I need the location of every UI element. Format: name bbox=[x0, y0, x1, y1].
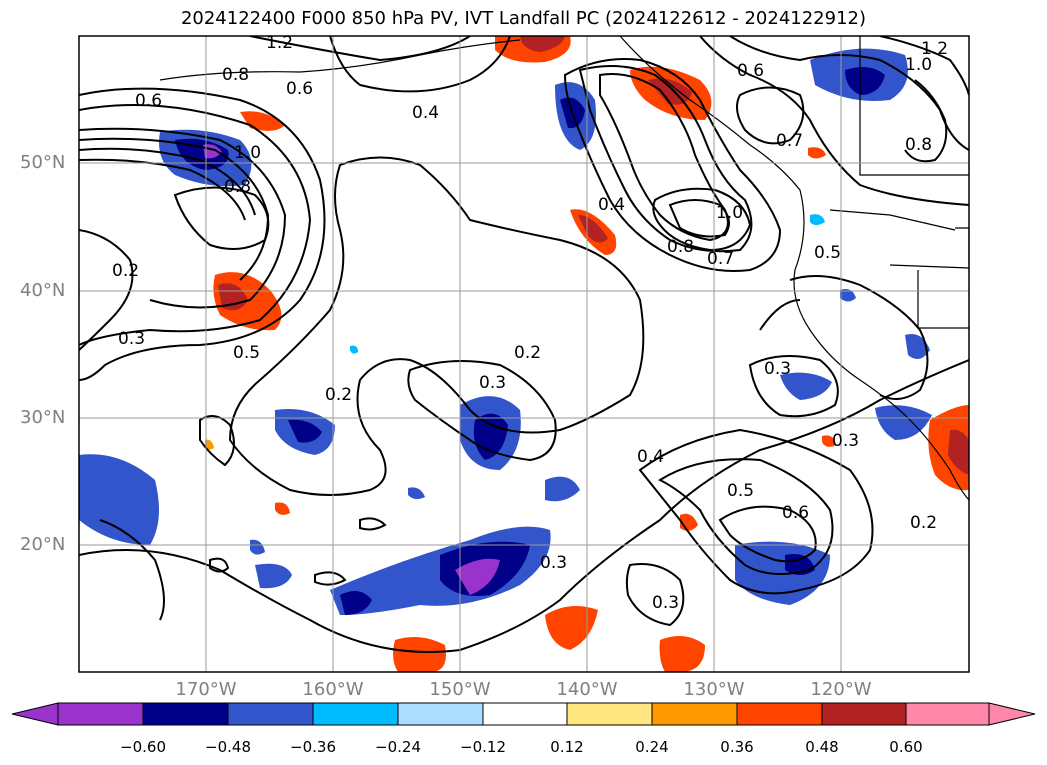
pv-contours bbox=[79, 36, 969, 653]
colorbar-tick-label: 0.60 bbox=[889, 738, 923, 756]
contour-label: 0.3 bbox=[118, 329, 145, 349]
lon-tick-label: 170°W bbox=[175, 679, 237, 700]
colorbar-segment bbox=[227, 702, 314, 726]
contour-label: 0.5 bbox=[233, 343, 260, 363]
colorbar-segment bbox=[821, 702, 907, 726]
colorbar-segment bbox=[651, 702, 738, 726]
contour-label: 0.4 bbox=[598, 195, 625, 215]
contour-label: 0.4 bbox=[412, 103, 439, 123]
contour-label: 0.2 bbox=[112, 261, 139, 281]
colorbar-tick-label: −0.60 bbox=[120, 738, 166, 756]
contour-label: 0.8 bbox=[667, 237, 694, 257]
colorbar-tick-label: −0.12 bbox=[460, 738, 506, 756]
lon-tick-label: 130°W bbox=[683, 679, 745, 700]
colorbar-tick-label: 0.48 bbox=[805, 738, 839, 756]
colorbar-segment bbox=[905, 702, 990, 726]
contour-label: 0.6 bbox=[782, 503, 809, 523]
contour-label: 0.2 bbox=[514, 343, 541, 363]
colorbar-tick-label: −0.24 bbox=[375, 738, 421, 756]
contour-label: 0.7 bbox=[776, 131, 803, 151]
contour-label: 1.0 bbox=[905, 55, 932, 75]
contour-label: 0.3 bbox=[652, 593, 679, 613]
lon-tick-label: 140°W bbox=[556, 679, 618, 700]
lat-tick-label: 30°N bbox=[20, 407, 66, 428]
colorbar-tick-label: −0.36 bbox=[290, 738, 336, 756]
colorbar-extend-low bbox=[11, 702, 59, 726]
lon-tick-label: 150°W bbox=[429, 679, 491, 700]
lon-tick-label: 120°W bbox=[810, 679, 872, 700]
colorbar-segment bbox=[312, 702, 399, 726]
lat-tick-label: 40°N bbox=[20, 280, 66, 301]
contour-label: 0.5 bbox=[727, 481, 754, 501]
contour-label: 0.6 bbox=[286, 79, 313, 99]
contour-label: 1.2 bbox=[266, 33, 293, 53]
map-border bbox=[78, 35, 970, 673]
contour-label: 0.2 bbox=[910, 513, 937, 533]
colorbar-extend-high bbox=[988, 702, 1036, 726]
colorbar-segment bbox=[397, 702, 484, 726]
contour-label: 0.8 bbox=[222, 65, 249, 85]
lat-tick-label: 50°N bbox=[20, 152, 66, 173]
lon-tick-label: 160°W bbox=[302, 679, 364, 700]
colorbar-segment bbox=[482, 702, 568, 726]
colorbar-segment bbox=[142, 702, 229, 726]
colorbar-segment bbox=[736, 702, 823, 726]
colorbar-tick-label: 0.12 bbox=[550, 738, 584, 756]
positive-anomaly-shading bbox=[205, 36, 969, 672]
contour-label: 0.5 bbox=[814, 243, 841, 263]
colorbar-tick-label: −0.48 bbox=[205, 738, 251, 756]
contour-label: 0.4 bbox=[637, 447, 664, 467]
contour-label: 0.3 bbox=[479, 373, 506, 393]
contour-label: 1.0 bbox=[716, 203, 743, 223]
contour-label: 0.3 bbox=[540, 553, 567, 573]
contour-label: 0.6 bbox=[737, 61, 764, 81]
graticule bbox=[79, 36, 969, 672]
contour-label: 0.7 bbox=[707, 249, 734, 269]
contour-label: 0.3 bbox=[764, 359, 791, 379]
colorbar-tick-label: 0.36 bbox=[720, 738, 754, 756]
contour-label: 0.2 bbox=[325, 385, 352, 405]
colorbar-tick-label: 0.24 bbox=[635, 738, 669, 756]
map-title: 2024122400 F000 850 hPa PV, IVT Landfall… bbox=[180, 8, 867, 29]
colorbar-segment bbox=[57, 702, 144, 726]
contour-label: 0.8 bbox=[224, 177, 251, 197]
contour-labels: 0.8 0.6 0.6 0.4 1.0 0.8 0.2 0.3 0.5 0.2 … bbox=[112, 33, 948, 613]
colorbar-segment bbox=[566, 702, 653, 726]
contour-label: 1.2 bbox=[921, 39, 948, 59]
contour-label: 0.8 bbox=[905, 135, 932, 155]
contour-label: 0.3 bbox=[832, 431, 859, 451]
lat-tick-label: 20°N bbox=[20, 534, 66, 555]
contour-label: 1.0 bbox=[234, 143, 261, 163]
contour-label: 0.6 bbox=[135, 91, 162, 111]
colorbar bbox=[11, 702, 1036, 726]
